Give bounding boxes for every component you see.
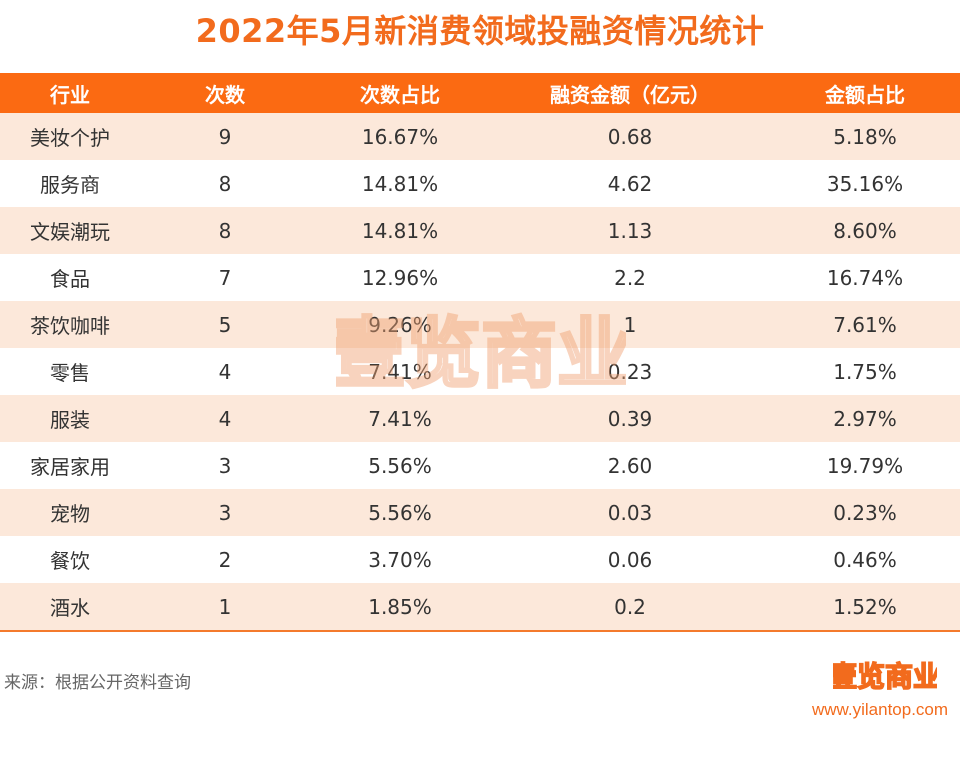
cell-industry: 服务商 [40, 173, 100, 197]
header-count: 次数 [205, 82, 245, 107]
cell-industry: 文娱潮玩 [30, 220, 110, 244]
cell-amount: 0.06 [607, 547, 653, 572]
cell-count: 2 [218, 547, 232, 572]
table-row: 文娱潮玩 8 14.81% 1.13 8.60% [0, 207, 960, 254]
cell-industry: 家居家用 [30, 455, 110, 479]
cell-industry: 餐饮 [50, 549, 90, 573]
table-row: 零售 4 7.41% 0.23 1.75% [0, 348, 960, 395]
table-row: 家居家用 3 5.56% 2.60 19.79% [0, 442, 960, 489]
cell-count: 3 [218, 453, 232, 478]
site-url: www.yilantop.com [812, 700, 949, 719]
cell-count-share: 16.67% [361, 124, 439, 149]
cell-amount: 0.03 [607, 500, 653, 525]
cell-count: 3 [218, 500, 232, 525]
cell-count: 8 [218, 171, 232, 196]
cell-amount: 0.68 [607, 124, 653, 149]
brand-logo: 壹览商业 [833, 659, 937, 694]
cell-count-share: 5.56% [368, 500, 432, 525]
cell-industry: 服装 [50, 408, 90, 432]
table-row: 美妆个护 9 16.67% 0.68 5.18% [0, 113, 960, 160]
cell-amount: 0.23 [607, 359, 653, 384]
source-note: 来源：根据公开资料查询 [4, 673, 191, 693]
cell-count-share: 14.81% [361, 171, 439, 196]
cell-amount-share: 35.16% [826, 171, 904, 196]
cell-amount-share: 16.74% [826, 265, 904, 290]
cell-count: 1 [218, 594, 232, 619]
table-row: 食品 7 12.96% 2.2 16.74% [0, 254, 960, 301]
cell-amount: 4.62 [607, 171, 653, 196]
table-row: 餐饮 2 3.70% 0.06 0.46% [0, 536, 960, 583]
cell-amount-share: 0.23% [833, 500, 897, 525]
cell-count: 8 [218, 218, 232, 243]
page-title: 2022年5月新消费领域投融资情况统计 [195, 12, 765, 50]
cell-amount-share: 7.61% [833, 312, 897, 337]
cell-amount: 1.13 [607, 218, 653, 243]
cell-amount-share: 8.60% [833, 218, 897, 243]
cell-count: 9 [218, 124, 232, 149]
cell-amount-share: 0.46% [833, 547, 897, 572]
header-amount: 融资金额（亿元） [550, 82, 710, 107]
cell-count-share: 1.85% [368, 594, 432, 619]
cell-industry: 零售 [50, 361, 90, 385]
cell-count-share: 9.26% [368, 312, 432, 337]
cell-amount: 0.2 [614, 594, 646, 619]
cell-count-share: 3.70% [368, 547, 432, 572]
cell-amount-share: 1.75% [833, 359, 897, 384]
header-amount-share: 金额占比 [825, 82, 905, 107]
header-count-share: 次数占比 [360, 82, 440, 107]
cell-amount-share: 19.79% [826, 453, 904, 478]
cell-amount-share: 5.18% [833, 124, 897, 149]
table-row: 服务商 8 14.81% 4.62 35.16% [0, 160, 960, 207]
cell-amount: 1 [623, 312, 637, 337]
cell-count-share: 5.56% [368, 453, 432, 478]
cell-industry: 茶饮咖啡 [30, 314, 110, 338]
brand-logo-text: 壹览商业 [833, 660, 937, 693]
table-header-row: 行业 次数 次数占比 融资金额（亿元） 金额占比 [0, 73, 960, 113]
cell-amount: 2.2 [614, 265, 646, 290]
cell-count-share: 7.41% [368, 406, 432, 431]
cell-amount: 0.39 [607, 406, 653, 431]
header-industry: 行业 [50, 82, 90, 107]
cell-count: 4 [218, 406, 232, 431]
table-row: 酒水 1 1.85% 0.2 1.52% [0, 583, 960, 630]
cell-amount-share: 2.97% [833, 406, 897, 431]
cell-count-share: 7.41% [368, 359, 432, 384]
cell-count: 4 [218, 359, 232, 384]
table-row: 茶饮咖啡 5 9.26% 1 7.61% [0, 301, 960, 348]
table-row: 服装 4 7.41% 0.39 2.97% [0, 395, 960, 442]
cell-count: 7 [218, 265, 232, 290]
cell-count-share: 14.81% [361, 218, 439, 243]
cell-amount-share: 1.52% [833, 594, 897, 619]
cell-count: 5 [218, 312, 232, 337]
cell-industry: 食品 [50, 267, 90, 291]
table-body: 美妆个护 9 16.67% 0.68 5.18% 服务商 8 14.81% 4.62 35.16%… [0, 113, 960, 630]
cell-amount: 2.60 [607, 453, 653, 478]
cell-industry: 美妆个护 [30, 126, 110, 150]
cell-count-share: 12.96% [361, 265, 439, 290]
financing-table: 行业 次数 次数占比 融资金额（亿元） 金额占比 美妆个护 9 16.67% 0.68… [0, 73, 960, 632]
cell-industry: 宠物 [50, 502, 90, 526]
cell-industry: 酒水 [50, 596, 90, 620]
table-row: 宠物 3 5.56% 0.03 0.23% [0, 489, 960, 536]
